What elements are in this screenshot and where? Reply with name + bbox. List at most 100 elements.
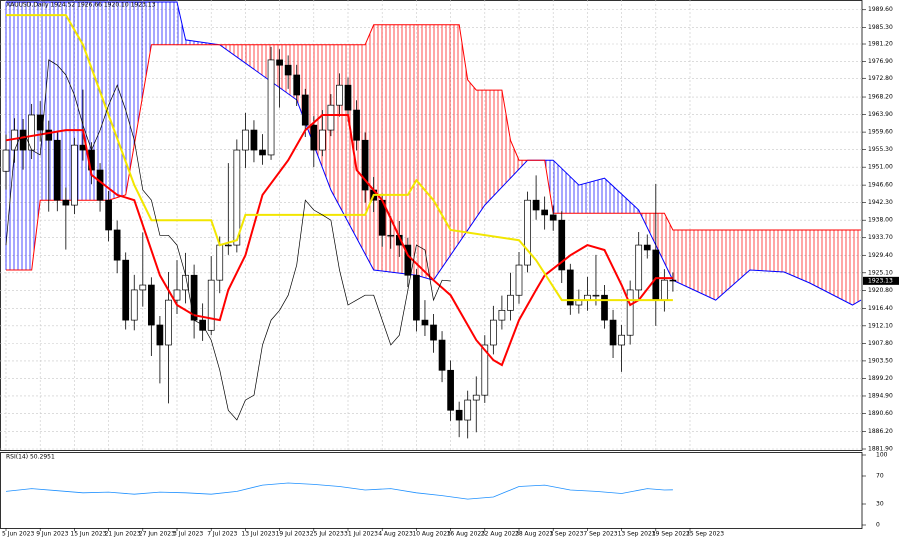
y-tick-label: 1916.40 <box>868 305 893 312</box>
y-tick-label: 1920.80 <box>868 287 893 294</box>
y-tick-label: 0 <box>876 522 880 529</box>
candle-body <box>216 244 224 281</box>
candle-body <box>361 139 369 191</box>
y-tick-label: 1946.60 <box>868 182 893 189</box>
chart-title: XAUUSD,Daily 1924.52 1926.66 1920.10 192… <box>6 2 156 9</box>
candle-body <box>430 324 437 341</box>
y-tick-label: 1881.90 <box>868 446 893 453</box>
y-tick-label: 1959.60 <box>868 129 893 136</box>
candle-body <box>2 149 10 172</box>
x-tick-label: 19 Sep 2023 <box>652 531 690 538</box>
candle-body <box>276 59 283 66</box>
x-tick-label: 28 Aug 2023 <box>515 531 554 538</box>
candle-body <box>353 109 360 141</box>
cloud <box>5 1 862 306</box>
y-tick-label: 1925.10 <box>868 269 893 276</box>
candle-body <box>387 234 395 237</box>
y-tick-label: 1890.60 <box>868 410 893 417</box>
x-tick-label: 9 Jun 2023 <box>36 531 68 538</box>
y-tick-label: 1899.20 <box>868 375 893 382</box>
y-tick-label: 100 <box>876 452 888 459</box>
x-tick-label: 13 Jul 2023 <box>241 531 275 538</box>
rsi-line <box>5 482 673 500</box>
indicator-line <box>6 14 673 302</box>
candle-body <box>447 369 454 411</box>
candle-body <box>532 199 540 211</box>
candle-body <box>96 169 104 201</box>
candle-body <box>233 149 241 246</box>
y-tick-label: 1981.20 <box>868 41 893 48</box>
x-tick-label: 4 Aug 2023 <box>378 531 413 538</box>
y-tick-label: 1912.10 <box>868 322 893 329</box>
last-price-label: 1923.13 <box>868 277 893 284</box>
candle-body <box>250 129 258 151</box>
candle-body <box>481 344 489 396</box>
candle-body <box>490 319 497 346</box>
candle-body <box>148 284 155 326</box>
y-tick-label: 1929.40 <box>868 252 893 259</box>
candle-body <box>472 394 480 401</box>
y-tick-label: 1907.80 <box>868 340 893 347</box>
candle-body <box>344 84 352 111</box>
candle-body <box>498 309 506 321</box>
candle-body <box>507 294 514 311</box>
candle-body <box>626 289 634 336</box>
rsi-marks <box>5 482 673 500</box>
candle-body <box>259 149 266 156</box>
candle-body <box>36 114 44 131</box>
candle-body <box>62 199 70 206</box>
candle-body <box>156 324 164 346</box>
y-tick-label: 1985.30 <box>868 24 893 31</box>
candle-body <box>45 129 53 141</box>
y-tick-label: 1933.70 <box>868 234 893 241</box>
y-tick-label: 1976.90 <box>868 58 893 65</box>
price-marks <box>2 14 677 439</box>
y-tick-label: 30 <box>876 501 884 508</box>
x-tick-label: 25 Sep 2023 <box>686 531 724 538</box>
candle-body <box>404 244 412 276</box>
candle-body <box>609 319 617 346</box>
candle-body <box>524 199 531 266</box>
candle-body <box>242 129 249 151</box>
candle-body <box>515 264 523 296</box>
candle-body <box>652 249 660 301</box>
candle-body <box>139 284 147 291</box>
y-tick-label: 1886.20 <box>868 428 893 435</box>
candle-body <box>643 244 651 251</box>
y-tick-label: 1938.00 <box>868 217 893 224</box>
y-tick-label: 1894.90 <box>868 392 893 399</box>
candle-body <box>464 399 472 421</box>
y-tick-label: 1972.80 <box>868 75 893 82</box>
candle-body <box>455 409 463 421</box>
candle-body <box>224 244 232 247</box>
candle-body <box>327 104 335 131</box>
candle-body <box>284 64 292 76</box>
x-tick-label: 21 Jun 2023 <box>105 531 141 538</box>
y-tick-label: 1989.60 <box>868 6 893 13</box>
rsi-title: RSI(14) 50.2951 <box>6 454 55 461</box>
x-tick-label: 7 Sep 2023 <box>583 531 617 538</box>
x-tick-label: 13 Sep 2023 <box>618 531 656 538</box>
price-pane <box>0 0 863 451</box>
x-tick-label: 10 Aug 2023 <box>412 531 451 538</box>
candle-body <box>71 144 78 206</box>
x-tick-label: 16 Aug 2023 <box>447 531 486 538</box>
candle-body <box>660 279 668 301</box>
x-tick-label: 15 Jun 2023 <box>70 531 106 538</box>
candle-body <box>558 219 566 271</box>
y-tick-label: 70 <box>876 473 884 480</box>
candle-body <box>669 279 677 282</box>
x-tick-label: 31 Jul 2023 <box>344 531 378 538</box>
x-tick-label: 1 Sep 2023 <box>549 531 583 538</box>
axes: 1989.60 1985.30 1981.20 1976.90 1972.80 1968.… <box>2 6 899 538</box>
candle-body <box>592 294 600 297</box>
candle-body <box>310 124 318 151</box>
candle-body <box>635 244 643 291</box>
x-tick-label: 27 Jun 2023 <box>139 531 175 538</box>
indicator-line <box>5 114 673 367</box>
candle-body <box>336 84 343 106</box>
candle-body <box>293 74 301 96</box>
x-tick-label: 7 Jul 2023 <box>207 531 237 538</box>
x-tick-label: 25 Jul 2023 <box>310 531 344 538</box>
candle-body <box>113 229 121 261</box>
